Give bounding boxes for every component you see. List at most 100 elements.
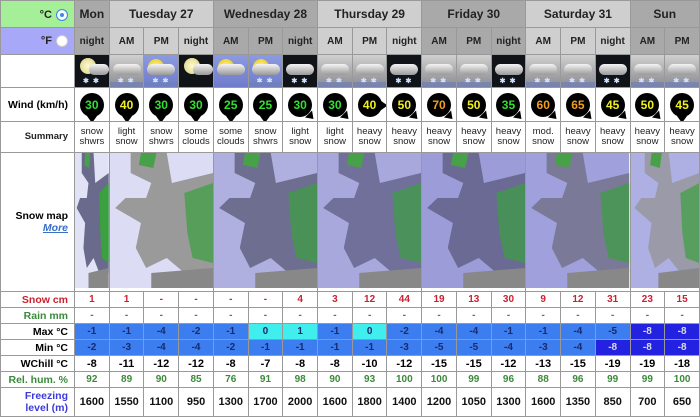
snow-map[interactable]: [629, 152, 700, 292]
summary-line: snow: [80, 126, 103, 137]
wind-cell: 25: [247, 87, 284, 122]
snow-map[interactable]: [525, 152, 631, 292]
wind-speed-badge: 25: [253, 92, 278, 121]
min-temp-cell: -1: [282, 339, 319, 356]
snow-map-image[interactable]: [110, 153, 213, 288]
snow-map-image[interactable]: [214, 153, 317, 288]
cloud-snow-icon: ✱✱: [422, 55, 456, 87]
snow-map-image[interactable]: [422, 153, 525, 288]
period-header: AM: [421, 27, 457, 55]
wind-cell: 40: [351, 87, 388, 122]
summary-line: snow: [115, 136, 138, 147]
wind-cell: 25: [212, 87, 249, 122]
freezing-level-cell: 1600: [525, 387, 562, 417]
summary-line: shwrs: [253, 136, 278, 147]
day-header: Saturday 31: [525, 0, 631, 28]
wind-direction-arrow-icon: [156, 115, 167, 121]
wind-speed-badge: 50: [461, 92, 491, 121]
snow-map[interactable]: [74, 152, 110, 292]
min-temp-cell: -8: [664, 339, 700, 356]
wind-chill-cell: -10: [351, 355, 388, 372]
wind-cell: 50: [386, 87, 423, 122]
summary-line: heavy: [634, 126, 661, 137]
celsius-radio[interactable]: [56, 9, 68, 21]
day-header: Friday 30: [421, 0, 527, 28]
snow-cell: 9: [525, 291, 562, 308]
summary-line: snow: [289, 136, 312, 147]
max-temp-cell: -8: [629, 323, 666, 340]
period-header: night: [74, 27, 110, 55]
snow-map-image[interactable]: [318, 153, 421, 288]
snow-cell: 13: [455, 291, 492, 308]
wind-chill-cell: -8: [282, 355, 319, 372]
unit-fahrenheit-toggle[interactable]: °F: [0, 27, 75, 55]
freezing-level-cell: 1600: [74, 387, 110, 417]
humidity-cell: 96: [490, 371, 527, 388]
min-temp-cell: -4: [143, 339, 180, 356]
humidity-cell: 100: [386, 371, 423, 388]
wind-speed: 30: [189, 97, 203, 112]
wind-speed-badge: 30: [288, 92, 317, 121]
humidity-cell: 85: [178, 371, 214, 388]
sun-cloud-snow-icon: ✱✱: [249, 55, 282, 87]
snow-map[interactable]: [317, 152, 423, 292]
weather-icon-cell: ✱✱: [317, 54, 353, 88]
max-temp-cell: 0: [247, 323, 284, 340]
wind-speed-badge: 30: [79, 92, 104, 121]
wind-speed-badge: 40: [114, 92, 139, 121]
wind-chill-cell: -12: [490, 355, 527, 372]
fahrenheit-radio[interactable]: [56, 35, 68, 47]
snow-cell: 12: [351, 291, 388, 308]
min-temp-cell: -2: [212, 339, 249, 356]
cloud-snow-icon: ✱✱: [353, 55, 386, 87]
snow-map[interactable]: [108, 152, 214, 292]
snow-label: Snow cm: [0, 291, 75, 308]
snow-map[interactable]: [212, 152, 319, 292]
wind-chill-cell: -13: [525, 355, 562, 372]
cloud-snow-icon: ✱✱: [318, 55, 352, 87]
summary-line: some: [219, 126, 243, 137]
frz-row: Freezing level (m) 1600 1550 1100 950 1300 170…: [0, 387, 700, 417]
max-temp-cell: -1: [74, 323, 110, 340]
wind-speed: 30: [293, 97, 307, 112]
rain-cell: -: [594, 307, 631, 324]
weather-icon-cell: ✱✱: [560, 54, 596, 88]
wind-speed-badge: 25: [218, 92, 243, 121]
snow-map-image[interactable]: [630, 153, 700, 288]
weather-icon-cell: ✱✱: [143, 54, 180, 88]
snow-cell: -: [143, 291, 180, 308]
wind-chill-cell: -11: [108, 355, 145, 372]
rain-cell: -: [247, 307, 284, 324]
summary-cell: heavy snow: [386, 121, 423, 153]
wind-cell: 30: [74, 87, 110, 122]
sm-row: Rel. hum. % 92 89 90 85 76 91 98 90 93 100 100 99 96 8…: [0, 371, 700, 388]
snow-map[interactable]: [421, 152, 527, 292]
humidity-cell: 91: [247, 371, 284, 388]
wind-speed: 30: [328, 97, 342, 112]
wind-speed: 50: [640, 97, 655, 112]
freezing-level-cell: 1350: [560, 387, 596, 417]
wind-speed: 40: [119, 97, 134, 112]
unit-celsius-toggle[interactable]: °C: [0, 0, 75, 28]
period-header: PM: [247, 27, 284, 55]
wind-chill-cell: -15: [560, 355, 596, 372]
summary-line: snow: [601, 136, 624, 147]
rain-cell: -: [629, 307, 666, 324]
wind-cell: 60: [525, 87, 562, 122]
snow-map-label: Snow map More: [0, 152, 75, 292]
rain-cell: -: [525, 307, 562, 324]
summary-line: mod.: [532, 126, 554, 137]
wind-direction-arrow-icon: [409, 109, 421, 121]
wind-direction-arrow-icon: [677, 115, 688, 121]
snow-map-more-link[interactable]: More: [42, 222, 68, 234]
summary-line: heavy: [461, 126, 487, 137]
summary-line: snow: [358, 136, 381, 147]
humidity-label: Rel. hum. %: [0, 371, 75, 388]
snow-map-image[interactable]: [526, 153, 629, 288]
wind-direction-arrow-icon: [86, 115, 97, 121]
snow-map-image[interactable]: [75, 153, 109, 288]
wind-speed-badge: 30: [149, 92, 174, 121]
wind-direction-arrow-icon: [191, 115, 202, 121]
wind-speed: 30: [154, 97, 168, 112]
day-header: Mon: [74, 0, 110, 28]
